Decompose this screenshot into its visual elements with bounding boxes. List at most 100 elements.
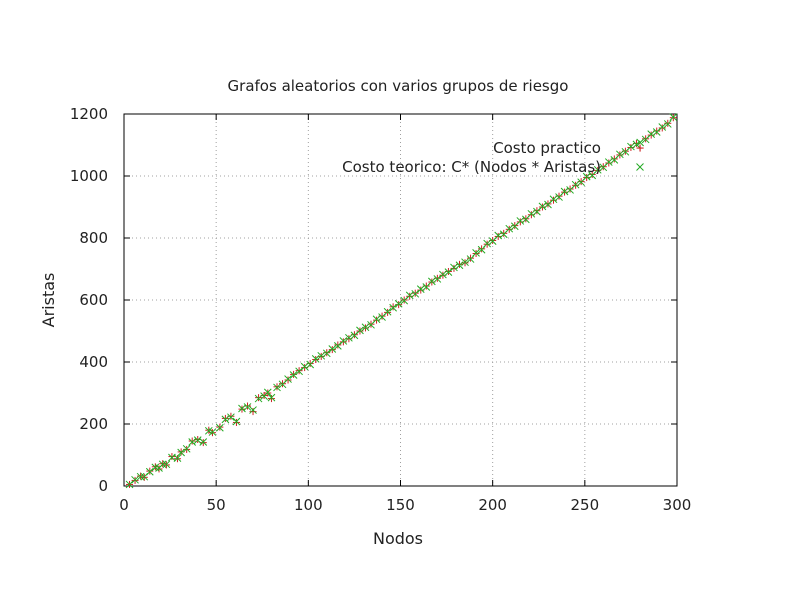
data-point bbox=[263, 388, 272, 397]
y-tick-label: 800 bbox=[79, 229, 108, 247]
data-point bbox=[208, 428, 217, 436]
data-point bbox=[500, 229, 508, 237]
data-point bbox=[593, 165, 602, 174]
data-point bbox=[439, 270, 447, 279]
data-point bbox=[328, 345, 337, 353]
data-point bbox=[604, 158, 613, 166]
data-point bbox=[433, 275, 442, 283]
data-point bbox=[289, 371, 298, 379]
data-point bbox=[636, 138, 644, 147]
data-point bbox=[173, 454, 182, 462]
legend-marker-costo-practico bbox=[636, 144, 644, 152]
data-point bbox=[136, 472, 145, 481]
legend: Costo practico Costo teorico: C* (Nodos … bbox=[342, 139, 644, 176]
data-point bbox=[168, 453, 176, 461]
data-point bbox=[243, 403, 252, 411]
data-point bbox=[273, 383, 281, 392]
y-tick-label: 1000 bbox=[70, 167, 108, 185]
data-point bbox=[284, 375, 292, 383]
data-point bbox=[616, 150, 624, 159]
x-tick-label: 250 bbox=[571, 496, 600, 514]
x-tick-label: 150 bbox=[386, 496, 415, 514]
data-point bbox=[162, 460, 171, 469]
data-point bbox=[658, 124, 666, 132]
data-point bbox=[427, 277, 436, 286]
data-point bbox=[295, 367, 303, 376]
data-point bbox=[158, 460, 167, 469]
data-point bbox=[472, 249, 480, 257]
data-point bbox=[663, 120, 672, 128]
data-point bbox=[560, 187, 569, 196]
data-point bbox=[632, 140, 641, 149]
data-point bbox=[455, 261, 464, 270]
data-point bbox=[345, 333, 353, 342]
data-point bbox=[527, 209, 536, 218]
data-point bbox=[339, 338, 347, 346]
data-point bbox=[538, 202, 547, 211]
data-point bbox=[221, 414, 229, 422]
data-point bbox=[131, 475, 139, 484]
x-tick-label: 0 bbox=[119, 496, 129, 514]
data-point bbox=[466, 255, 475, 263]
data-point bbox=[182, 444, 191, 453]
y-axis-label: Aristas bbox=[39, 273, 58, 328]
data-point bbox=[215, 423, 224, 432]
y-tick-label: 600 bbox=[79, 291, 108, 309]
y-tick-labels: 0 200 400 600 800 1000 1200 bbox=[70, 105, 108, 495]
data-point bbox=[669, 113, 678, 121]
data-point bbox=[494, 232, 502, 240]
data-point bbox=[177, 448, 185, 457]
data-point bbox=[193, 436, 202, 444]
y-tick-label: 400 bbox=[79, 353, 108, 371]
data-point bbox=[238, 404, 246, 413]
data-point bbox=[477, 245, 486, 254]
data-point bbox=[478, 245, 486, 253]
data-point bbox=[249, 408, 257, 416]
x-axis-label: Nodos bbox=[373, 529, 423, 548]
data-point bbox=[227, 413, 235, 422]
data-point bbox=[361, 323, 370, 332]
legend-label-costo-teorico: Costo teorico: C* (Nodos * Aristas) bbox=[342, 158, 601, 176]
data-point bbox=[483, 239, 491, 248]
data-point bbox=[249, 406, 257, 414]
data-point bbox=[311, 355, 320, 363]
data-point bbox=[405, 291, 414, 300]
data-point bbox=[356, 326, 364, 335]
data-point bbox=[658, 123, 667, 131]
data-point bbox=[284, 376, 292, 384]
data-point bbox=[411, 289, 420, 298]
data-point bbox=[588, 170, 596, 178]
data-point bbox=[516, 218, 524, 226]
x-tick-label: 300 bbox=[663, 496, 692, 514]
data-point bbox=[389, 303, 397, 312]
data-point bbox=[583, 174, 591, 182]
data-point bbox=[467, 254, 475, 262]
x-tick-labels: 0 50 100 150 200 250 300 bbox=[119, 496, 691, 514]
data-point bbox=[461, 258, 469, 267]
data-point bbox=[232, 418, 240, 426]
data-point bbox=[647, 130, 656, 139]
legend-marker-costo-teorico bbox=[636, 163, 644, 171]
data-point bbox=[322, 349, 331, 358]
data-point bbox=[505, 224, 514, 233]
grid-lines bbox=[124, 114, 677, 486]
data-point bbox=[571, 180, 580, 189]
data-point bbox=[254, 394, 263, 403]
data-point bbox=[450, 263, 458, 272]
data-point bbox=[317, 351, 326, 360]
data-point bbox=[188, 438, 197, 446]
data-point bbox=[383, 307, 392, 316]
data-point bbox=[221, 415, 230, 424]
legend-label-costo-practico: Costo practico bbox=[493, 139, 601, 157]
data-point bbox=[125, 480, 134, 489]
legend-plus-mark bbox=[636, 144, 644, 152]
data-point bbox=[516, 217, 525, 225]
y-tick-label: 0 bbox=[98, 477, 108, 495]
data-point bbox=[566, 185, 574, 193]
data-point bbox=[255, 394, 263, 402]
data-points bbox=[125, 113, 678, 489]
data-point bbox=[339, 337, 348, 345]
data-point bbox=[627, 142, 635, 151]
data-point bbox=[334, 341, 342, 349]
